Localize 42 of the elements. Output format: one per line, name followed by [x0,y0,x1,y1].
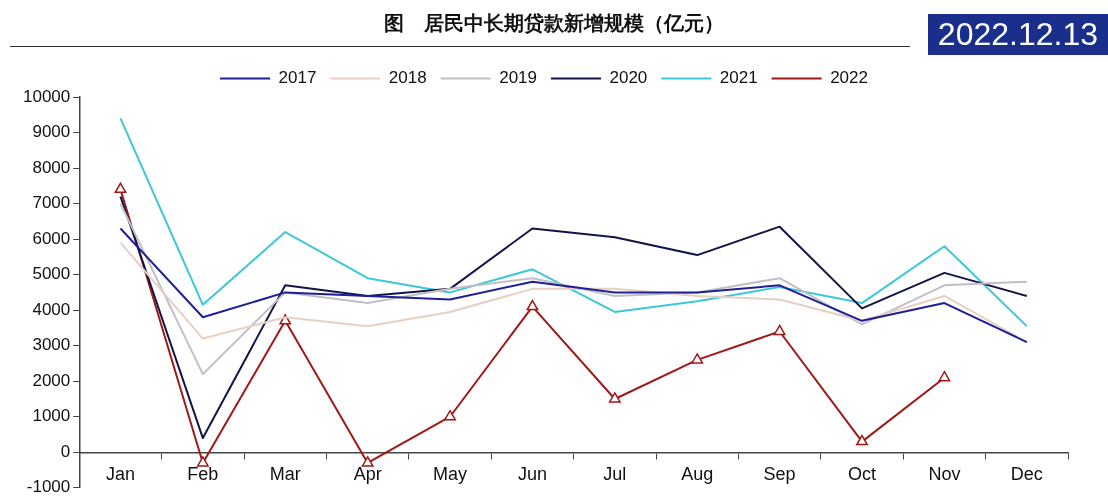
point [444,410,456,421]
point [526,299,539,311]
point [938,370,951,382]
point [361,456,374,467]
legend-label: 2020 [609,68,648,88]
x-tick-label: May [433,464,468,485]
text: 2022.12.13 [927,14,1108,55]
point [608,392,621,403]
x-tick-label: Jul [603,464,627,485]
point [856,434,868,446]
legend-label: 2019 [499,68,538,88]
y-tick-label: 0 [60,441,71,461]
y-tick-label: 8000 [32,157,71,177]
y-tick-label: 5000 [32,264,71,284]
y-tick-label: 3000 [32,335,71,355]
point [773,324,786,336]
x-tick-label: Apr [353,464,382,485]
y-tick-label: 10000 [22,86,71,106]
x-tick-label: Sep [763,464,796,485]
legend-label: 2022 [830,68,868,88]
x-tick-label: Jan [105,464,135,485]
legend-label: 2021 [719,68,758,88]
legend-label: 2017 [278,68,317,88]
point [196,456,209,467]
y-tick-label: 6000 [32,228,71,248]
y-tick-label: 7000 [32,193,71,213]
x-tick-label: Jun [517,464,547,485]
y-tick-label: -1000 [26,477,71,497]
y-tick-label: 4000 [32,299,71,319]
x-tick-label: Dec [1010,464,1043,485]
y-tick-label: 1000 [32,406,71,426]
chart-title: 图 居民中长期贷款新增规模（亿元） [384,11,724,35]
x-tick-label: Feb [187,464,219,485]
x-tick-label: Mar [269,464,301,485]
x-tick-label: Nov [928,464,961,485]
x-tick-label: Aug [681,464,714,485]
point [114,182,127,194]
y-tick-label: 2000 [32,370,71,390]
y-tick-label: 9000 [32,122,71,142]
point [691,353,704,364]
legend-label: 2018 [388,68,427,88]
x-tick-label: Oct [848,464,877,485]
